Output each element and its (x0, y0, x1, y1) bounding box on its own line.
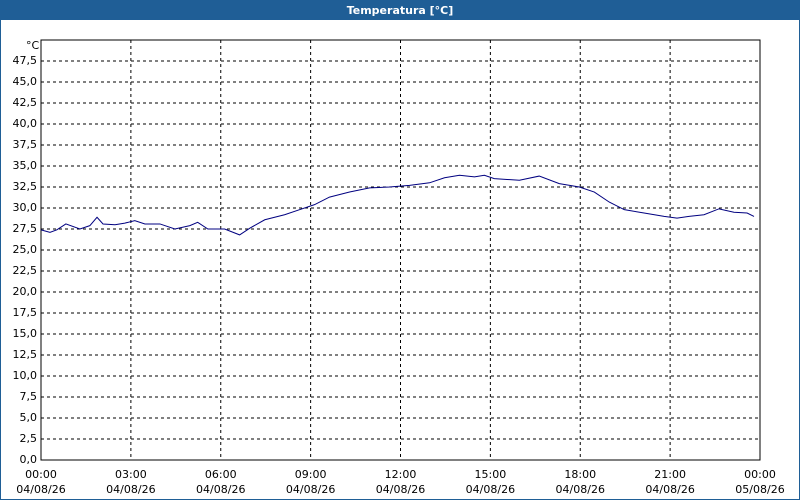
title-bar (0, 0, 800, 20)
y-tick-label: 0,0 (20, 453, 38, 466)
y-tick-label: 25,0 (13, 243, 38, 256)
x-tick-date: 04/08/26 (196, 483, 245, 496)
x-tick-date: 04/08/26 (286, 483, 335, 496)
y-unit: °C (26, 39, 40, 52)
y-tick-label: 17,5 (13, 306, 38, 319)
x-tick-label: 06:00 (205, 468, 237, 481)
x-tick-label: 00:00 (25, 468, 57, 481)
y-tick-label: 7,5 (20, 390, 38, 403)
y-tick-label: 32,5 (13, 180, 38, 193)
x-tick-date: 04/08/26 (466, 483, 515, 496)
y-tick-label: 20,0 (13, 285, 38, 298)
x-tick-date: 04/08/26 (645, 483, 694, 496)
y-tick-label: 30,0 (13, 201, 38, 214)
x-tick-date: 04/08/26 (376, 483, 425, 496)
y-tick-label: 40,0 (13, 117, 38, 130)
y-tick-label: 27,5 (13, 222, 38, 235)
y-tick-label: 45,0 (13, 75, 38, 88)
x-tick-date: 04/08/26 (556, 483, 605, 496)
x-tick-date: 04/08/26 (16, 483, 65, 496)
x-tick-label: 15:00 (475, 468, 507, 481)
x-tick-date: 05/08/26 (735, 483, 784, 496)
y-tick-label: 2,5 (20, 432, 38, 445)
x-tick-label: 21:00 (654, 468, 686, 481)
y-tick-label: 22,5 (13, 264, 38, 277)
y-tick-label: 5,0 (20, 411, 38, 424)
x-tick-label: 18:00 (564, 468, 596, 481)
x-tick-date: 04/08/26 (106, 483, 155, 496)
y-tick-label: 15,0 (13, 327, 38, 340)
y-tick-label: 12,5 (13, 348, 38, 361)
plot-border (40, 39, 761, 461)
x-tick-label: 12:00 (385, 468, 417, 481)
chart-title: Temperatura [°C] (347, 4, 454, 17)
y-tick-label: 35,0 (13, 159, 38, 172)
data-line (40, 174, 755, 236)
y-tick-label: 42,5 (13, 96, 38, 109)
y-tick-label: 47,5 (13, 54, 38, 67)
x-tick-label: 00:00 (744, 468, 776, 481)
x-tick-label: 09:00 (295, 468, 327, 481)
y-tick-label: 37,5 (13, 138, 38, 151)
x-tick-label: 03:00 (115, 468, 147, 481)
y-tick-label: 10,0 (13, 369, 38, 382)
